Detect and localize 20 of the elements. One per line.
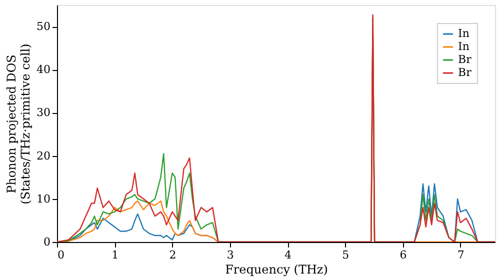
x-tick-label: 4 (284, 248, 292, 262)
y-axis-title: Phonon projected DOS (States/THz·primitive cell) (4, 44, 33, 204)
legend-label: In (458, 40, 470, 53)
x-tick-label: 1 (112, 248, 119, 262)
y-tick-label: 40 (36, 63, 50, 76)
legend-label: In (458, 27, 470, 40)
x-tick-label: 7 (457, 248, 464, 262)
x-tick-label: 2 (169, 248, 176, 262)
x-axis-title: Frequency (THz) (225, 262, 328, 276)
x-tick-label: 0 (58, 248, 64, 262)
y-tick-label: 10 (36, 192, 50, 206)
y-tick-label: 30 (36, 106, 50, 120)
y-tick-label: 50 (36, 20, 50, 34)
x-tick-label: 5 (342, 248, 350, 262)
y-tick-label: 20 (36, 149, 50, 162)
legend-label: Br (458, 66, 472, 79)
y-tick-label: 0 (44, 236, 50, 248)
x-tick-label: 6 (400, 248, 407, 262)
legend-label: Br (458, 53, 472, 66)
x-tick-label: 3 (226, 248, 234, 262)
